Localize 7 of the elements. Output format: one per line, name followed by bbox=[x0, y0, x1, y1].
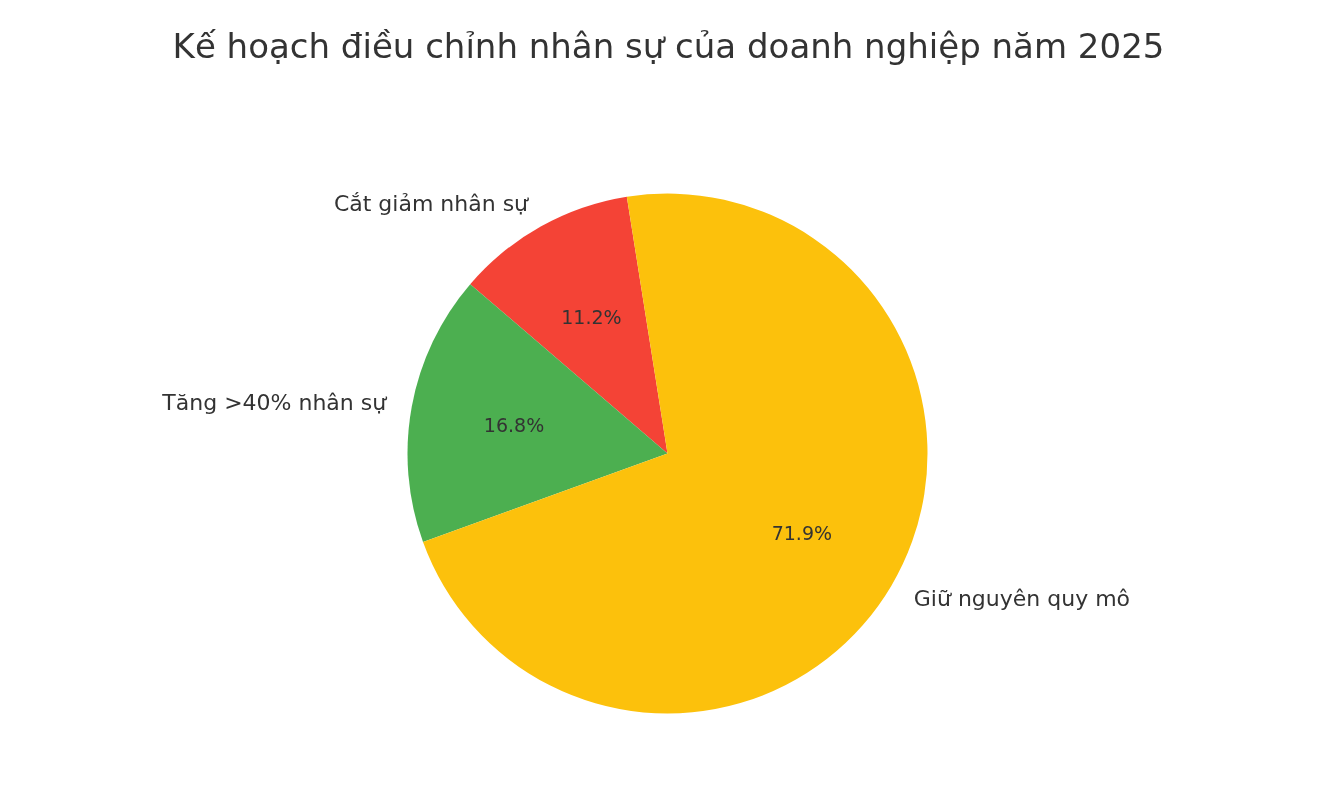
slice-label: Giữ nguyên quy mô bbox=[913, 586, 1131, 612]
data-label: 16.8% bbox=[483, 414, 545, 437]
slice-label: Cắt giảm nhân sự bbox=[333, 191, 530, 217]
slice-label: Tăng >40% nhân sự bbox=[161, 389, 388, 415]
data-label: 71.9% bbox=[771, 521, 833, 544]
data-label: 11.2% bbox=[561, 306, 622, 329]
chart-title: Kế hoạch điều chỉnh nhân sự của doanh nghiệp năm 2025 bbox=[172, 25, 1165, 66]
